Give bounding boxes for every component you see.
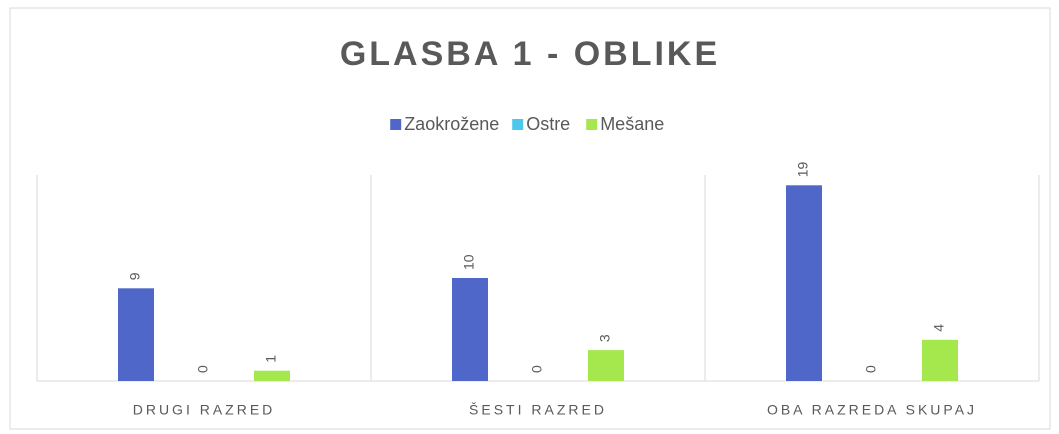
value-label: 1: [263, 355, 279, 363]
legend-swatch: [512, 119, 524, 130]
x-tick-label: DRUGI RAZRED: [133, 402, 276, 418]
value-label: 0: [529, 365, 545, 373]
chart-border: [9, 7, 1051, 430]
value-label: 3: [597, 334, 613, 342]
x-tick-label: OBA RAZREDA SKUPAJ: [767, 402, 977, 418]
value-label: 10: [461, 254, 477, 270]
chart-title: GLASBA 1 - OBLIKE: [340, 35, 720, 73]
value-label: 0: [195, 365, 211, 373]
legend-label: Zaokrožene: [404, 114, 499, 134]
bar: [786, 185, 822, 381]
bar: [254, 370, 290, 381]
value-label: 0: [863, 365, 879, 373]
bar: [588, 350, 624, 381]
legend-swatch: [586, 119, 598, 130]
x-tick-label: ŠESTI RAZRED: [469, 402, 607, 418]
legend-label: Mešane: [600, 114, 664, 134]
legend-swatch: [390, 119, 402, 130]
bar: [452, 278, 488, 381]
legend-label: Ostre: [526, 114, 570, 134]
bar: [118, 288, 154, 381]
value-label: 4: [931, 324, 947, 332]
value-label: 9: [127, 272, 143, 280]
value-label: 19: [795, 162, 811, 178]
bar: [922, 339, 958, 381]
